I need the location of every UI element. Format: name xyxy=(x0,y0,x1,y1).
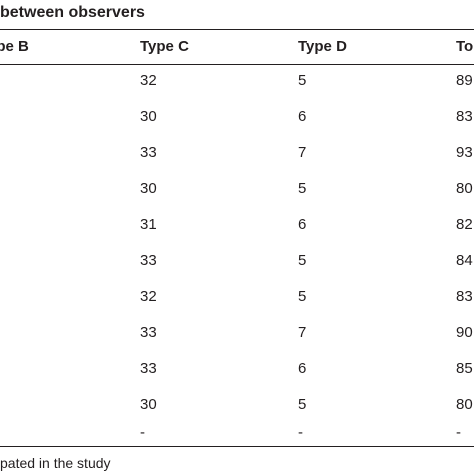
table-bottom-rule xyxy=(0,446,474,447)
column-header-total: To xyxy=(456,38,474,55)
cell-type-c: 33 xyxy=(140,324,157,341)
table-row: 31 6 82 xyxy=(0,214,474,236)
cell-type-d: 6 xyxy=(298,360,307,377)
table-row: 33 7 93 xyxy=(0,142,474,164)
cell-type-c: 33 xyxy=(140,252,157,269)
cell-type-c: 33 xyxy=(140,360,157,377)
cell-type-c: 31 xyxy=(140,216,157,233)
cell-total: 89 xyxy=(456,72,473,89)
cell-type-c: 30 xyxy=(140,108,157,125)
cell-type-d: 5 xyxy=(298,72,307,89)
column-header-type-b: ype B xyxy=(0,38,29,55)
cell-total: 80 xyxy=(456,396,473,413)
table-row: 30 5 80 xyxy=(0,178,474,200)
cell-type-d: 7 xyxy=(298,144,307,161)
cell-total: 85 xyxy=(456,360,473,377)
cell-type-d: 5 xyxy=(298,288,307,305)
cell-type-c: 32 xyxy=(140,288,157,305)
cell-type-d: 7 xyxy=(298,324,307,341)
table-row: 33 6 85 xyxy=(0,358,474,380)
table-row: 30 5 80 xyxy=(0,394,474,416)
cell-total: 83 xyxy=(456,108,473,125)
cell-type-d: 5 xyxy=(298,252,307,269)
table-row: - - - xyxy=(0,422,474,444)
cell-total: 80 xyxy=(456,180,473,197)
table-top-rule xyxy=(0,29,474,30)
table-title: between observers xyxy=(0,4,145,21)
cell-type-c: 30 xyxy=(140,396,157,413)
cell-total: 82 xyxy=(456,216,473,233)
cell-type-d: 5 xyxy=(298,396,307,413)
cell-type-d: 6 xyxy=(298,108,307,125)
cell-type-c: 32 xyxy=(140,72,157,89)
cell-total: 90 xyxy=(456,324,473,341)
table-header-row: ype B Type C Type D To xyxy=(0,36,474,58)
cell-type-d: 6 xyxy=(298,216,307,233)
cell-type-c: - xyxy=(140,424,145,441)
cell-total: 83 xyxy=(456,288,473,305)
cell-type-c: 33 xyxy=(140,144,157,161)
cell-type-d: - xyxy=(298,424,303,441)
column-header-type-c: Type C xyxy=(140,38,189,55)
cell-total: - xyxy=(456,424,461,441)
cell-total: 93 xyxy=(456,144,473,161)
table-footnote: pated in the study xyxy=(0,455,111,471)
cell-total: 84 xyxy=(456,252,473,269)
table-row: 33 5 84 xyxy=(0,250,474,272)
table-row: 33 7 90 xyxy=(0,322,474,344)
column-header-type-d: Type D xyxy=(298,38,347,55)
table-row: 30 6 83 xyxy=(0,106,474,128)
table-row: 32 5 83 xyxy=(0,286,474,308)
table-row: 32 5 89 xyxy=(0,70,474,92)
cell-type-c: 30 xyxy=(140,180,157,197)
cell-type-d: 5 xyxy=(298,180,307,197)
table-header-rule xyxy=(0,64,474,65)
